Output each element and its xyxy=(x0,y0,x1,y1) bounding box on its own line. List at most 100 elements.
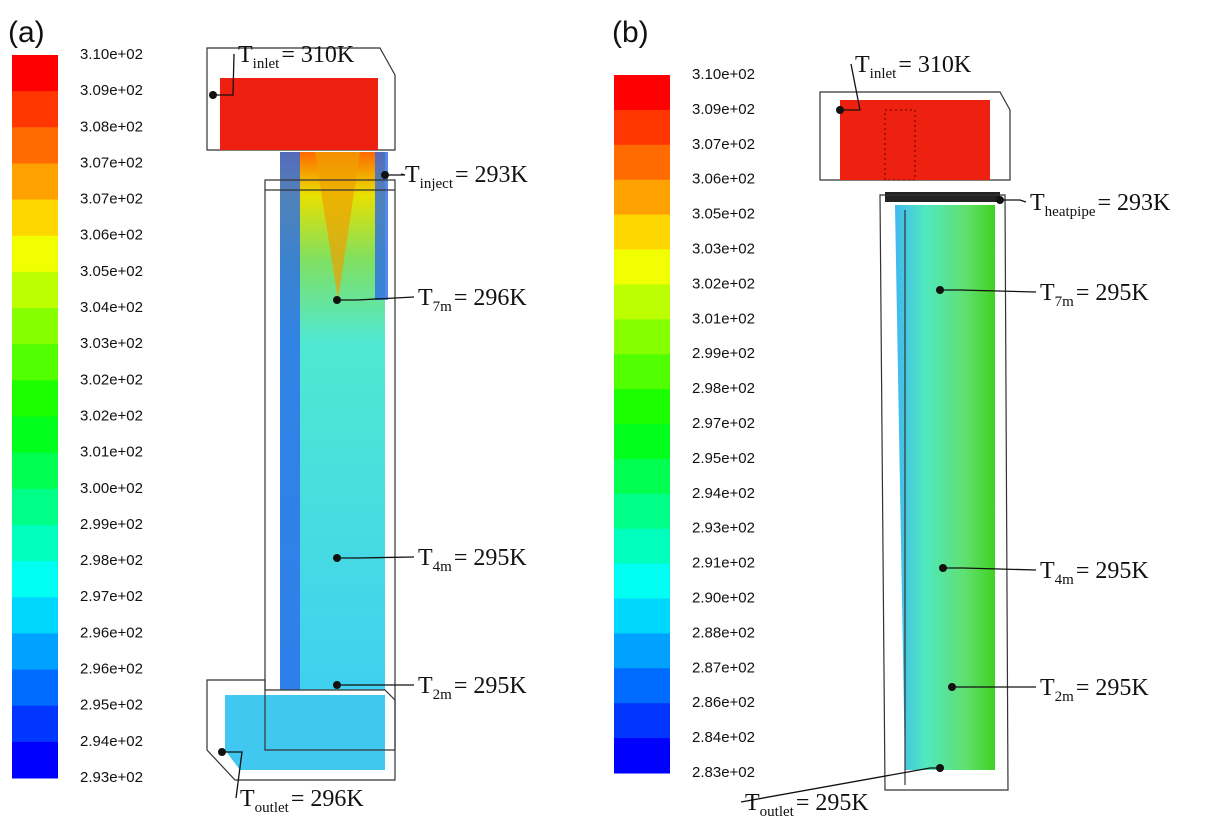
annotation-symbol: T xyxy=(1030,190,1045,216)
colorbar-label: 3.02e+02 xyxy=(80,407,143,424)
colorbar-label: 2.93e+02 xyxy=(692,520,755,537)
colorbar-label: 2.99e+02 xyxy=(692,345,755,362)
annotation: T4m= 295K xyxy=(418,545,527,575)
colorbar-label: 3.07e+02 xyxy=(80,154,143,171)
probe-dot xyxy=(939,564,947,572)
colorbar-label: 3.01e+02 xyxy=(80,444,143,461)
colorbar-label: 3.01e+02 xyxy=(692,310,755,327)
colorbar-label: 2.94e+02 xyxy=(80,733,143,750)
colorbar-band xyxy=(12,561,58,598)
colorbar-band xyxy=(614,214,670,250)
leader-line xyxy=(337,556,415,559)
probe-dot xyxy=(218,748,226,756)
leader-line xyxy=(1000,199,1027,203)
colorbar-band xyxy=(614,563,670,599)
annotation-symbol: T xyxy=(745,790,760,816)
annotation-symbol: T xyxy=(418,673,433,699)
colorbar-band xyxy=(12,488,58,526)
domain-a xyxy=(206,47,396,781)
annotation-symbol: T xyxy=(418,285,433,311)
colorbar-band xyxy=(12,524,58,562)
annotation-subscript: inlet xyxy=(253,56,280,72)
probe-dot xyxy=(333,554,341,562)
colorbar-label: 2.98e+02 xyxy=(692,380,755,397)
annotation-value: = 295K xyxy=(1076,675,1150,701)
annotation-subscript: outlet xyxy=(760,804,795,819)
colorbar-band xyxy=(12,380,58,417)
colorbar-label: 3.02e+02 xyxy=(80,371,143,388)
probe-dot xyxy=(936,286,944,294)
annotation-subscript: 4m xyxy=(1055,572,1075,588)
colorbar-band xyxy=(12,235,58,273)
leader-line xyxy=(840,63,861,111)
colorbar-band xyxy=(12,597,58,634)
annotation: Toutlet= 295K xyxy=(745,790,869,819)
annotation-subscript: inject xyxy=(420,176,454,192)
annotation: Tinlet= 310K xyxy=(855,52,972,82)
annotation-value: = 296K xyxy=(291,786,365,812)
domain-b xyxy=(819,91,1011,791)
colorbar-label: 3.06e+02 xyxy=(692,171,755,188)
colorbar-band xyxy=(614,528,670,565)
probe-dot xyxy=(209,91,217,99)
colorbar-label: 3.02e+02 xyxy=(692,275,755,292)
colorbar-band xyxy=(614,179,670,216)
colorbar-label: 2.97e+02 xyxy=(80,588,143,605)
annotation-value: = 295K xyxy=(796,790,870,816)
colorbar-label: 2.93e+02 xyxy=(80,769,143,786)
colorbar-band xyxy=(12,633,58,671)
colorbar-band xyxy=(614,109,670,146)
leader-line xyxy=(943,567,1037,571)
annotation-subscript: heatpipe xyxy=(1045,204,1096,220)
colorbar-band xyxy=(12,271,58,309)
annotation-subscript: 7m xyxy=(1055,294,1075,310)
colorbar-label: 2.94e+02 xyxy=(692,485,755,502)
colorbar-label: 3.04e+02 xyxy=(80,299,143,316)
colorbar-band xyxy=(614,319,670,355)
annotation-value: = 310K xyxy=(281,42,355,68)
colorbar-band xyxy=(12,308,58,345)
colorbar-label: 2.87e+02 xyxy=(692,659,755,676)
colorbar-band xyxy=(614,668,670,704)
annotation-value: = 295K xyxy=(454,545,528,571)
annotation-value: = 295K xyxy=(1076,280,1150,306)
colorbar-band xyxy=(12,127,58,164)
annotation-symbol: T xyxy=(855,52,870,78)
colorbar-label: 3.10e+02 xyxy=(692,66,755,83)
annotation-value: = 295K xyxy=(454,673,528,699)
colorbar-band xyxy=(614,424,670,460)
annotation-subscript: 2m xyxy=(433,687,453,703)
panel-label: (b) xyxy=(612,16,649,49)
colorbar-label: 2.83e+02 xyxy=(692,764,755,781)
colorbar-band xyxy=(614,458,670,495)
colorbar-band xyxy=(12,741,58,779)
probe-dot xyxy=(381,171,389,179)
colorbar-band xyxy=(614,493,670,530)
colorbar-band xyxy=(614,144,670,181)
colorbar-label: 3.08e+02 xyxy=(80,118,143,135)
annotation-subscript: 2m xyxy=(1055,689,1075,705)
annotation-subscript: inlet xyxy=(870,66,897,82)
annotation: T2m= 295K xyxy=(1040,675,1149,705)
colorbar-band xyxy=(12,55,58,92)
colorbar-label: 2.95e+02 xyxy=(80,697,143,714)
colorbar-label: 2.96e+02 xyxy=(80,661,143,678)
annotation: Tinject= 293K xyxy=(405,162,529,192)
probe-dot xyxy=(333,681,341,689)
annotation-subscript: outlet xyxy=(255,800,290,816)
leader-line xyxy=(222,751,243,799)
annotation: T7m= 296K xyxy=(418,285,527,315)
annotation-value: = 296K xyxy=(454,285,528,311)
colorbar-band xyxy=(614,249,670,285)
annotation-subscript: 4m xyxy=(433,559,453,575)
colorbar-band xyxy=(12,344,58,381)
probe-dot xyxy=(948,683,956,691)
annotation-value: = 293K xyxy=(1097,190,1171,216)
probe-dot xyxy=(836,106,844,114)
annotation: Theatpipe= 293K xyxy=(1030,190,1171,220)
colorbar-label: 3.09e+02 xyxy=(692,101,755,118)
panel-label: (a) xyxy=(8,16,45,49)
annotation-value: = 293K xyxy=(455,162,529,188)
colorbar-band xyxy=(614,633,670,669)
